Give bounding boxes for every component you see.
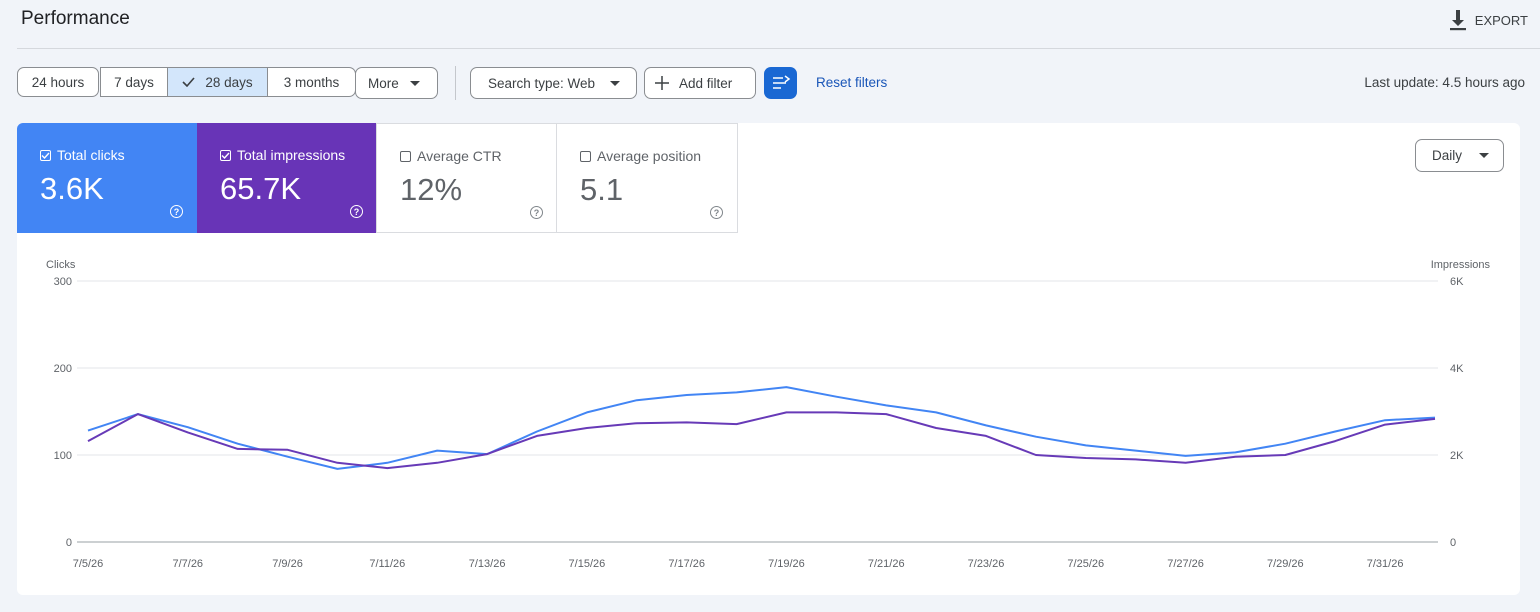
caret-down-icon — [610, 80, 621, 86]
reset-filters-link[interactable]: Reset filters — [816, 75, 888, 90]
header-divider — [17, 48, 1540, 49]
help-icon[interactable]: ? — [350, 205, 363, 218]
checkbox-checked-icon — [220, 149, 231, 161]
y-tick-label-right: 2K — [1450, 450, 1464, 462]
range-24-hours[interactable]: 24 hours — [17, 67, 99, 97]
y-tick-label-right: 6K — [1450, 276, 1464, 288]
granularity-label: Daily — [1432, 148, 1463, 163]
metric-value: 12% — [400, 172, 463, 207]
x-tick-label: 7/5/26 — [73, 558, 104, 570]
x-tick-label: 7/25/26 — [1067, 558, 1104, 570]
metric-label: Total impressions — [237, 147, 346, 163]
x-tick-label: 7/23/26 — [968, 558, 1005, 570]
plus-icon — [655, 76, 669, 90]
x-tick-label: 7/7/26 — [172, 558, 203, 570]
filter-settings-button[interactable] — [764, 67, 797, 99]
metric-label: Average CTR — [417, 148, 502, 164]
metric-average-ctr[interactable]: Average CTR 12% ? — [376, 123, 557, 233]
x-tick-label: 7/13/26 — [469, 558, 506, 570]
caret-down-icon — [409, 80, 420, 86]
metric-average-position[interactable]: Average position 5.1 ? — [556, 123, 738, 233]
checkbox-unchecked-icon — [580, 150, 591, 162]
export-button[interactable]: EXPORT — [1449, 9, 1528, 31]
metric-total-clicks[interactable]: Total clicks 3.6K ? — [17, 123, 197, 233]
add-filter-label: Add filter — [679, 75, 733, 91]
help-icon[interactable]: ? — [170, 205, 183, 218]
help-icon[interactable]: ? — [530, 206, 543, 219]
caret-down-icon — [1479, 153, 1489, 158]
more-dropdown[interactable]: More — [355, 67, 438, 99]
x-tick-label: 7/11/26 — [369, 558, 405, 570]
y-axis-title-right: Impressions — [1431, 259, 1491, 271]
x-tick-label: 7/21/26 — [868, 558, 905, 570]
range-7-days[interactable]: 7 days — [100, 67, 168, 97]
filter-divider — [455, 66, 456, 100]
x-tick-label: 7/29/26 — [1267, 558, 1304, 570]
metric-label-row: Average position — [580, 148, 701, 164]
search-type-dropdown[interactable]: Search type: Web — [470, 67, 637, 99]
metric-total-impressions[interactable]: Total impressions 65.7K ? — [197, 123, 377, 233]
metric-label: Total clicks — [57, 147, 125, 163]
metric-label: Average position — [597, 148, 702, 164]
y-tick-label-left: 200 — [54, 363, 72, 375]
add-filter-button[interactable]: Add filter — [644, 67, 756, 99]
metric-label-row: Total clicks — [40, 147, 125, 163]
range-28-days[interactable]: 28 days — [168, 67, 268, 97]
metric-label-row: Total impressions — [220, 147, 345, 163]
search-type-label: Search type: Web — [488, 75, 596, 91]
y-tick-label-left: 100 — [54, 450, 72, 462]
page-title: Performance — [21, 8, 130, 29]
download-icon — [1449, 9, 1467, 31]
y-axis-title-left: Clicks — [46, 259, 76, 271]
help-icon[interactable]: ? — [710, 206, 723, 219]
checkbox-checked-icon — [40, 149, 51, 161]
x-tick-label: 7/27/26 — [1167, 558, 1204, 570]
checkbox-unchecked-icon — [400, 150, 411, 162]
y-tick-label-left: 0 — [66, 537, 72, 549]
check-icon — [182, 77, 195, 87]
more-label: More — [368, 75, 399, 91]
x-tick-label: 7/9/26 — [272, 558, 303, 570]
metric-value: 5.1 — [580, 172, 624, 207]
x-tick-label: 7/31/26 — [1367, 558, 1404, 570]
filter-sort-icon — [771, 75, 791, 91]
x-tick-label: 7/19/26 — [768, 558, 805, 570]
metric-value: 65.7K — [220, 171, 302, 206]
x-tick-label: 7/15/26 — [569, 558, 606, 570]
series-line-total-impressions — [87, 411, 1436, 470]
range-28-days-label: 28 days — [205, 74, 253, 90]
metric-value: 3.6K — [40, 171, 104, 206]
date-range-selector: 24 hours 7 days 28 days 3 months — [17, 67, 356, 97]
granularity-dropdown[interactable]: Daily — [1415, 139, 1504, 172]
y-tick-label-left: 300 — [54, 276, 72, 288]
export-label: EXPORT — [1474, 12, 1528, 28]
y-tick-label-right: 0 — [1450, 537, 1456, 549]
x-tick-label: 7/17/26 — [668, 558, 705, 570]
last-update-text: Last update: 4.5 hours ago — [1364, 75, 1525, 90]
y-tick-label-right: 4K — [1450, 363, 1464, 375]
metric-label-row: Average CTR — [400, 148, 502, 164]
range-3-months[interactable]: 3 months — [268, 67, 356, 97]
series-line-total-clicks — [87, 386, 1436, 470]
